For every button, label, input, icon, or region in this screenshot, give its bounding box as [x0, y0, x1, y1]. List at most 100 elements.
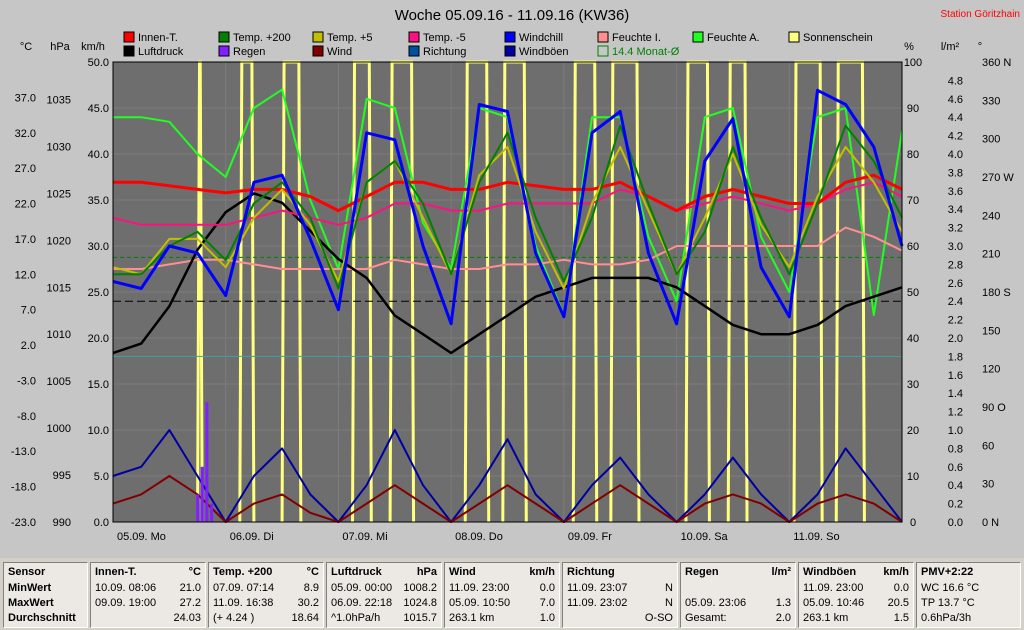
col-avg: 18.64 — [291, 612, 319, 624]
col-title: Richtung — [567, 566, 615, 578]
celsius-axis-tick: 17.0 — [15, 234, 36, 246]
rain-axis-tick: 1.2 — [948, 407, 963, 419]
col-max: 7.0 — [539, 597, 555, 609]
percent-axis-tick: 30 — [907, 379, 919, 391]
summary-panel: Sensor MinWert MaxWert Durchschnitt Inne… — [0, 558, 1024, 630]
legend-label: Feuchte I. — [612, 32, 661, 44]
legend-swatch — [312, 45, 324, 57]
col-avg-note: Gesamt: — [685, 612, 727, 624]
celsius-axis-tick: -23.0 — [11, 517, 36, 529]
col-max-time: 06.09. 22:18 — [331, 597, 393, 609]
direction-axis-tick: 90 O — [982, 402, 1006, 414]
hpa-axis-tick: 1035 — [47, 95, 71, 107]
col-min: 0.0 — [539, 582, 555, 594]
direction-axis-tick: 210 — [982, 249, 1000, 261]
col-avg: 1015.7 — [403, 612, 437, 624]
series-temp5 — [112, 145, 903, 290]
legend-swatch — [218, 31, 230, 43]
col-min: 21.0 — [179, 582, 201, 594]
summary-labels: Sensor MinWert MaxWert Durchschnitt — [3, 562, 88, 628]
legend-label: Sonnenschein — [803, 32, 873, 44]
col-unit: l/m² — [771, 566, 791, 578]
legend-swatch — [504, 45, 516, 57]
rain-axis-tick: 0.0 — [948, 517, 963, 529]
celsius-axis-tick: 37.0 — [15, 92, 36, 104]
col-avg: O-SO — [644, 612, 673, 624]
hpa-axis-tick: 1020 — [47, 235, 71, 247]
series-windchill — [112, 88, 904, 326]
celsius-axis-tick: 22.0 — [15, 199, 36, 211]
chart-title: Woche 05.09.16 - 11.09.16 (KW36) — [395, 7, 630, 24]
col-min: 8.9 — [303, 582, 319, 594]
summary-col: Temp. +200 °C 07.09. 07:14 8.9 11.09. 16:38 3… — [208, 562, 324, 628]
x-day-label: 08.09. Do — [455, 531, 503, 543]
col-avg: 1.5 — [893, 612, 909, 624]
label-avg: Durchschnitt — [8, 612, 76, 624]
col-max-time: 05.09. 10:46 — [803, 597, 865, 609]
rain-axis-tick: 0.4 — [948, 480, 963, 492]
rain-axis-tick: 1.0 — [948, 425, 963, 437]
series-innen — [113, 173, 903, 213]
col-min-time: 07.09. 07:14 — [213, 582, 275, 594]
legend-label: Windchill — [519, 32, 563, 44]
rain-axis-tick: 1.6 — [948, 370, 963, 382]
rain-axis-tick: 4.4 — [948, 112, 963, 124]
label-sensor: Sensor — [8, 566, 46, 578]
col-min: 0.0 — [893, 582, 909, 594]
col-unit: km/h — [529, 566, 555, 578]
legend-swatch — [312, 31, 324, 43]
legend-swatch — [597, 31, 609, 43]
celsius-axis-tick: -13.0 — [11, 446, 36, 458]
col-unit: hPa — [416, 566, 437, 578]
celsius-axis-tick: 27.0 — [15, 163, 36, 175]
summary-pmv: PMV+2:22 WC 16.6 °C TP 13.7 °C 0.6hPa/3h — [916, 562, 1021, 628]
col-title: Regen — [685, 566, 719, 578]
rain-axis-tick: 3.8 — [948, 167, 963, 179]
hpa-axis-tick: 1025 — [47, 188, 71, 200]
col-title: Luftdruck — [331, 566, 382, 578]
col-avg-note: 263.1 km — [449, 612, 495, 624]
label-min: MinWert — [8, 582, 52, 594]
rain-axis-tick: 3.2 — [948, 223, 963, 235]
hpa-axis-tick: 990 — [53, 517, 71, 529]
col-min-time: 10.09. 08:06 — [95, 582, 157, 594]
kmh-axis-tick: 15.0 — [88, 379, 109, 391]
legend-swatch — [788, 31, 800, 43]
col-unit: °C — [306, 566, 319, 578]
legend-label: Temp. -5 — [423, 32, 466, 44]
col-unit: km/h — [883, 566, 909, 578]
celsius-axis-tick: 12.0 — [15, 269, 36, 281]
percent-axis-tick: 0 — [910, 517, 916, 529]
celsius-axis-tick: 32.0 — [15, 128, 36, 140]
x-day-label: 07.09. Mi — [342, 531, 387, 543]
kmh-axis-tick: 40.0 — [88, 149, 109, 161]
station-label: Station Göritzhain — [941, 9, 1021, 20]
rain-axis-tick: 2.4 — [948, 296, 963, 308]
direction-axis-tick: 180 S — [982, 287, 1011, 299]
summary-col: Regen l/m² 05.09. 23:06 1.3 Gesamt: 2.0 — [680, 562, 796, 628]
kmh-axis-tick: 30.0 — [88, 241, 109, 253]
legend-swatch — [597, 45, 609, 57]
hpa-axis-tick: 995 — [53, 470, 71, 482]
col-max: 1024.8 — [403, 597, 437, 609]
kmh-axis-tick: 25.0 — [88, 287, 109, 299]
legend-swatch — [692, 31, 704, 43]
unit-percent: % — [904, 41, 914, 53]
weather-chart: Woche 05.09.16 - 11.09.16 (KW36) Station… — [10, 7, 1021, 543]
legend-swatch — [123, 31, 135, 43]
percent-axis-tick: 10 — [907, 471, 919, 483]
unit-direction: ° — [978, 41, 982, 53]
col-min: 1008.2 — [403, 582, 437, 594]
series-luftdruck — [112, 192, 903, 355]
legend-label: Regen — [233, 46, 265, 58]
rain-axis-tick: 3.0 — [948, 241, 963, 253]
pmv-title: PMV+2:22 — [921, 566, 974, 578]
legend-label: Innen-T. — [138, 32, 178, 44]
col-min: N — [665, 582, 673, 594]
rain-axis-tick: 2.8 — [948, 259, 963, 271]
legend-label: Windböen — [519, 46, 569, 58]
summary-col: Richtung 11.09. 23:07 N 11.09. 23:02 N O-SO — [562, 562, 678, 628]
legend-swatch — [408, 31, 420, 43]
kmh-axis-tick: 5.0 — [94, 471, 109, 483]
col-max-time: 09.09. 19:00 — [95, 597, 157, 609]
